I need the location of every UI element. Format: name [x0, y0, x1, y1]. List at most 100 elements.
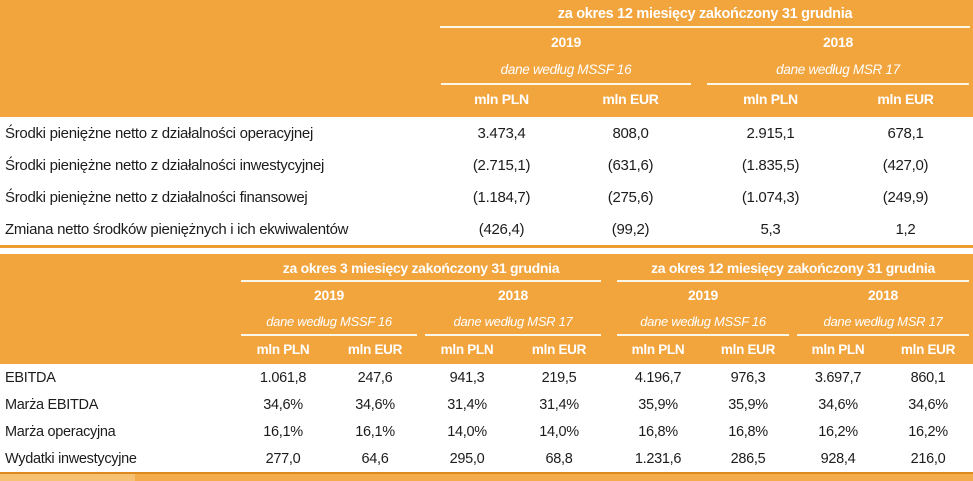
value-cell: 2.915,1 [746, 124, 795, 142]
value-cell: (2.715,1) [472, 156, 531, 174]
year-groups: 2019 dane według MSSF 16 mln PLN mln EUR… [613, 282, 973, 364]
value-cell: 860,1 [910, 369, 946, 386]
row-label: EBITDA [5, 369, 56, 386]
year-group-2019: 2019 dane według MSSF 16 mln PLN mln EUR [237, 282, 421, 364]
value-cell: 34,6% [818, 396, 858, 413]
header-underline [793, 334, 973, 336]
value-cell: 678,1 [887, 124, 924, 142]
value-cell: 31,4% [447, 396, 487, 413]
unit-labels: mln PLN mln EUR [703, 85, 973, 113]
value-cell: 16,8% [638, 423, 678, 440]
header-left-spacer [0, 0, 437, 117]
period-group-3m: za okres 3 miesięcy zakończony 31 grudni… [237, 256, 605, 364]
kpi-table: za okres 3 miesięcy zakończony 31 grudni… [0, 254, 973, 472]
period-header: za okres 12 miesięcy zakończony 31 grudn… [651, 260, 935, 276]
kpi-table-header: za okres 3 miesięcy zakończony 31 grudni… [0, 254, 973, 364]
year-label: 2019 [551, 33, 581, 50]
period-gap [605, 256, 613, 364]
period-header: za okres 3 miesięcy zakończony 31 grudni… [282, 260, 560, 276]
unit-label-pln: mln PLN [811, 341, 865, 357]
header-underline [703, 83, 973, 85]
row-label: Marża operacyjna [5, 423, 116, 440]
header-underline [437, 83, 695, 85]
value-cell: 16,8% [728, 423, 768, 440]
accounting-standard-note: dane według MSSF 16 [640, 313, 766, 329]
table-row: Środki pieniężne netto z działalności op… [0, 117, 973, 149]
value-cell: 1.061,8 [259, 369, 307, 386]
accounting-standard-note: dane według MSR 17 [823, 313, 943, 329]
value-cell: 16,1% [355, 423, 395, 440]
year-group-2019: 2019 dane według MSSF 16 mln PLN mln EUR [613, 282, 793, 364]
period-group-12m: za okres 12 miesięcy zakończony 31 grudn… [613, 256, 973, 364]
unit-label-pln: mln PLN [474, 91, 529, 107]
year-groups: 2019 dane według MSSF 16 mln PLN mln EUR… [237, 282, 605, 364]
value-cell: 68,8 [545, 450, 573, 467]
cash-flow-table-body: Środki pieniężne netto z działalności op… [0, 117, 973, 245]
cash-flow-table: za okres 12 miesięcy zakończony 31 grudn… [0, 0, 973, 248]
value-cell: 976,3 [730, 369, 766, 386]
unit-label-pln: mln PLN [631, 341, 685, 357]
table-row: EBITDA 1.061,8 247,6 941,3 219,5 4.196,7… [0, 364, 973, 391]
group-gap [695, 28, 703, 117]
accounting-standard-note: dane według MSR 17 [453, 313, 573, 329]
row-label: Środki pieniężne netto z działalności fi… [5, 188, 308, 206]
table-row: Środki pieniężne netto z działalności fi… [0, 181, 973, 213]
table-bottom-border [0, 245, 973, 248]
year-group-2018: 2018 dane według MSR 17 mln PLN mln EUR [793, 282, 973, 364]
value-cell: 286,5 [730, 450, 766, 467]
value-cell: 35,9% [638, 396, 678, 413]
value-cell: (1.184,7) [472, 188, 531, 206]
value-cell: (426,4) [478, 220, 525, 238]
value-cell: 16,2% [908, 423, 948, 440]
row-label: Środki pieniężne netto z działalności op… [5, 124, 313, 142]
row-label: Zmiana netto środków pieniężnych i ich e… [5, 220, 349, 238]
year-group-2019: 2019 dane według MSSF 16 mln PLN mln EUR [437, 28, 695, 117]
unit-label-eur: mln EUR [877, 91, 934, 107]
kpi-table-body: EBITDA 1.061,8 247,6 941,3 219,5 4.196,7… [0, 364, 973, 472]
value-cell: 14,0% [447, 423, 487, 440]
value-cell: 941,3 [449, 369, 485, 386]
value-cell: 3.473,4 [477, 124, 526, 142]
value-cell: 64,6 [361, 450, 389, 467]
year-group-2018: 2018 dane według MSR 17 mln PLN mln EUR [703, 28, 973, 117]
unit-label-eur: mln EUR [531, 341, 587, 357]
accounting-standard-note: dane według MSSF 16 [266, 313, 392, 329]
value-cell: 14,0% [539, 423, 579, 440]
header-underline [613, 334, 793, 336]
bottom-cut-band [0, 474, 973, 481]
header-underline [237, 334, 421, 336]
value-cell: (99,2) [611, 220, 650, 238]
value-cell: 34,6% [908, 396, 948, 413]
value-cell: 34,6% [263, 396, 303, 413]
unit-label-pln: mln PLN [256, 341, 310, 357]
year-label: 2019 [688, 287, 718, 303]
unit-labels: mln PLN mln EUR [613, 336, 793, 362]
header-underline [421, 334, 605, 336]
value-cell: 1.231,6 [634, 450, 682, 467]
row-label: Marża EBITDA [5, 396, 99, 413]
unit-labels: mln PLN mln EUR [237, 336, 421, 362]
cash-flow-table-header: za okres 12 miesięcy zakończony 31 grudn… [0, 0, 973, 117]
value-cell: 808,0 [612, 124, 649, 142]
value-cell: 34,6% [355, 396, 395, 413]
header-underline [613, 280, 973, 282]
year-group-2018: 2018 dane według MSR 17 mln PLN mln EUR [421, 282, 605, 364]
year-groups: 2019 dane według MSSF 16 mln PLN mln EUR… [437, 28, 973, 117]
year-label: 2018 [498, 287, 528, 303]
table-row: Marża EBITDA 34,6% 34,6% 31,4% 31,4% 35,… [0, 391, 973, 418]
table-row: Marża operacyjna 16,1% 16,1% 14,0% 14,0%… [0, 418, 973, 445]
unit-label-eur: mln EUR [900, 341, 956, 357]
value-cell: (427,0) [882, 156, 929, 174]
value-cell: 4.196,7 [634, 369, 682, 386]
value-cell: 16,2% [818, 423, 858, 440]
year-label: 2018 [868, 287, 898, 303]
header-columns-area: za okres 3 miesięcy zakończony 31 grudni… [237, 254, 973, 364]
value-cell: (1.074,3) [741, 188, 800, 206]
value-cell: 1,2 [895, 220, 916, 238]
accounting-standard-note: dane według MSSF 16 [500, 61, 632, 77]
value-cell: 16,1% [263, 423, 303, 440]
table-row: Wydatki inwestycyjne 277,0 64,6 295,0 68… [0, 445, 973, 472]
value-cell: 247,6 [357, 369, 393, 386]
row-label: Wydatki inwestycyjne [5, 450, 137, 467]
